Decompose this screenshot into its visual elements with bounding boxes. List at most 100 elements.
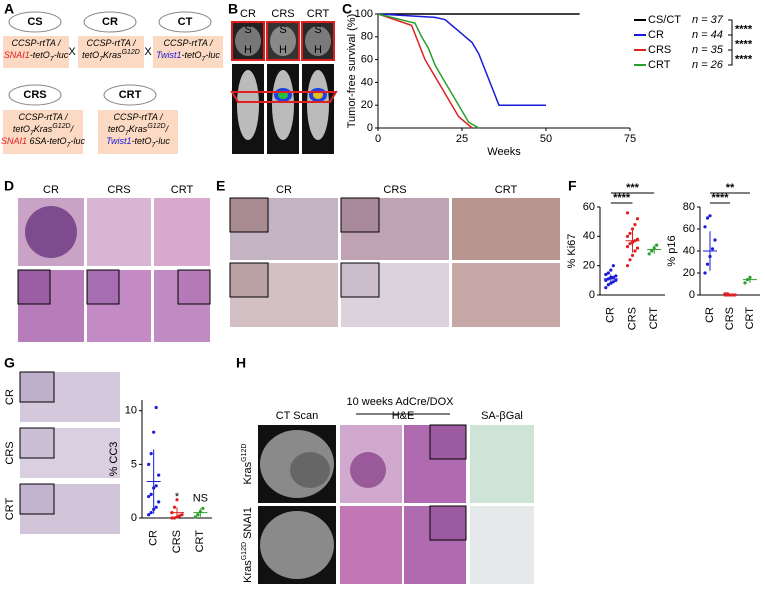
mouse-label: CR bbox=[102, 16, 118, 28]
panel-label: C bbox=[342, 1, 352, 17]
tick-label: 20 bbox=[361, 99, 373, 111]
text-part: Kras bbox=[103, 50, 122, 60]
genotype-text: CCSP-rtTA / bbox=[12, 38, 62, 48]
sig-label: **** bbox=[735, 53, 753, 65]
tick-label: 40 bbox=[583, 230, 595, 242]
text-part: 7 bbox=[50, 56, 55, 63]
text-part: -tetO bbox=[30, 50, 50, 60]
mouse-label: CRT bbox=[119, 89, 142, 101]
genotype-text: Twist1-tetO7-luc bbox=[156, 50, 220, 63]
genotype-box bbox=[3, 110, 83, 154]
text-part: 7 bbox=[151, 142, 156, 149]
column-label: SA-βGal bbox=[481, 410, 523, 422]
tick-label: 5 bbox=[131, 458, 137, 470]
sig-label: **** bbox=[711, 192, 729, 204]
mouse-label: CRS bbox=[23, 89, 46, 101]
text-part: 7 bbox=[125, 130, 130, 137]
data-point bbox=[650, 249, 654, 253]
data-point bbox=[705, 216, 710, 220]
data-point bbox=[703, 225, 707, 229]
text-part: -luc bbox=[54, 50, 69, 60]
column-label: CRS bbox=[271, 8, 294, 20]
text-part: Kras bbox=[242, 560, 254, 583]
panel-title: 10 weeks AdCre/DOX bbox=[347, 396, 455, 408]
h-images bbox=[258, 413, 534, 584]
data-point bbox=[147, 494, 151, 499]
text-part: -luc bbox=[205, 50, 220, 60]
organ-mark: H bbox=[314, 44, 322, 56]
sig-label: ** bbox=[726, 182, 735, 194]
data-point bbox=[157, 473, 161, 477]
cross: X bbox=[144, 46, 152, 58]
column-label: CR bbox=[276, 184, 292, 196]
text-part: CCSP-rtTA / bbox=[12, 38, 62, 48]
panel-label: F bbox=[568, 178, 577, 194]
mouse-icon bbox=[8, 11, 62, 33]
panel-label: D bbox=[4, 178, 14, 194]
tick-label: 10 bbox=[125, 405, 137, 417]
mouse-icon bbox=[83, 11, 137, 33]
text-part: CCSP-rtTA / bbox=[87, 38, 137, 48]
text-part: tetO bbox=[108, 124, 125, 134]
column-label: CRS bbox=[107, 184, 130, 196]
data-point bbox=[628, 258, 632, 262]
y-axis-title: Tumor-free survival (%) bbox=[346, 14, 358, 129]
sig-label: * bbox=[175, 491, 180, 503]
data-point bbox=[149, 492, 153, 496]
genotype-text: SNAI1-tetO7-luc bbox=[4, 50, 69, 63]
data-point bbox=[193, 515, 197, 519]
tick-label: 100 bbox=[355, 8, 373, 20]
tick-label: 40 bbox=[361, 76, 373, 88]
data-point bbox=[635, 237, 640, 241]
text-part: Kras bbox=[129, 124, 148, 134]
data-point bbox=[655, 243, 659, 247]
text-part: G12D bbox=[122, 49, 140, 56]
legend-label: CRS bbox=[648, 44, 671, 56]
genotype-box bbox=[153, 36, 223, 68]
tick-label: 20 bbox=[683, 267, 695, 279]
y-axis-title: % CC3 bbox=[108, 442, 120, 477]
data-point bbox=[614, 278, 618, 282]
organ-mark: S bbox=[244, 24, 251, 36]
text-part: Kras bbox=[34, 124, 53, 134]
ihc-images bbox=[229, 197, 560, 327]
mouse-icon bbox=[8, 84, 62, 106]
data-point bbox=[170, 516, 174, 520]
text-part: tetO bbox=[82, 50, 99, 60]
data-point bbox=[625, 234, 630, 238]
row-label: KrasG12D SNAI1 bbox=[241, 507, 254, 583]
data-point bbox=[604, 278, 608, 282]
text-part: SNAI1 bbox=[242, 507, 254, 542]
sig-bracket bbox=[728, 19, 733, 36]
text-part: Twist1 bbox=[156, 50, 181, 60]
text-part: -tetO bbox=[131, 136, 151, 146]
cross: X bbox=[68, 46, 76, 58]
text-part: Kras bbox=[242, 461, 254, 484]
data-point bbox=[625, 211, 630, 215]
genotype-box bbox=[98, 110, 178, 154]
x-tick-label: CRS bbox=[626, 307, 638, 330]
text-part: Twist1 bbox=[106, 136, 131, 146]
data-point bbox=[154, 405, 158, 410]
data-point bbox=[733, 293, 737, 297]
panel-label: A bbox=[4, 1, 14, 17]
data-point bbox=[180, 513, 184, 517]
survival-line bbox=[377, 13, 480, 129]
x-tick-label: CRT bbox=[648, 307, 660, 330]
sig-label: *** bbox=[626, 182, 640, 194]
data-point bbox=[149, 452, 153, 456]
data-point bbox=[196, 513, 200, 517]
data-point bbox=[625, 264, 630, 268]
genotype-box bbox=[3, 36, 69, 68]
column-label: CR bbox=[43, 184, 59, 196]
organ-mark: H bbox=[244, 44, 252, 56]
text-part: -luc bbox=[70, 136, 85, 146]
data-point bbox=[609, 268, 613, 272]
tick-label: 0 bbox=[589, 289, 595, 301]
sig-label: **** bbox=[735, 23, 753, 35]
mouse-icon bbox=[103, 84, 157, 106]
text-part: 7 bbox=[201, 56, 206, 63]
tick-label: 80 bbox=[361, 31, 373, 43]
column-label: H&E bbox=[392, 410, 415, 422]
tick-label: 60 bbox=[683, 223, 695, 235]
